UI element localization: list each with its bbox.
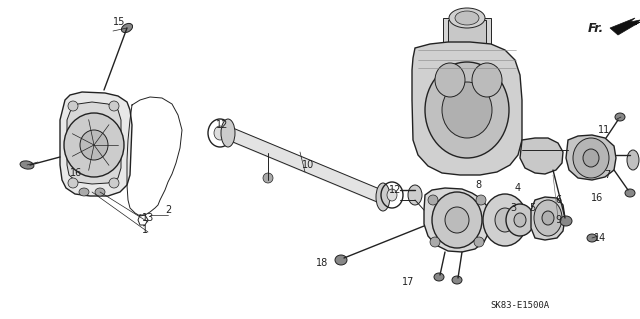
- Ellipse shape: [109, 178, 119, 188]
- Text: 5: 5: [529, 203, 535, 213]
- Ellipse shape: [542, 211, 554, 225]
- Ellipse shape: [514, 213, 526, 227]
- Text: 12: 12: [389, 185, 401, 195]
- Ellipse shape: [425, 62, 509, 158]
- Text: 18: 18: [316, 258, 328, 268]
- Ellipse shape: [506, 204, 534, 236]
- Ellipse shape: [495, 208, 515, 232]
- Text: 7: 7: [604, 170, 610, 180]
- Text: 11: 11: [598, 125, 610, 135]
- Text: 6: 6: [555, 195, 561, 205]
- Ellipse shape: [122, 23, 132, 33]
- Text: 17: 17: [402, 277, 414, 287]
- Ellipse shape: [387, 189, 397, 201]
- Ellipse shape: [627, 150, 639, 170]
- Ellipse shape: [587, 234, 597, 242]
- Ellipse shape: [221, 119, 235, 147]
- Ellipse shape: [474, 237, 484, 247]
- Ellipse shape: [263, 173, 273, 183]
- Ellipse shape: [376, 183, 390, 211]
- Ellipse shape: [64, 113, 124, 177]
- Text: 10: 10: [302, 160, 314, 170]
- Ellipse shape: [472, 63, 502, 97]
- Ellipse shape: [483, 194, 527, 246]
- Text: Fr.: Fr.: [588, 21, 604, 34]
- Polygon shape: [412, 42, 522, 175]
- Ellipse shape: [625, 189, 635, 197]
- Ellipse shape: [435, 63, 465, 97]
- Ellipse shape: [583, 149, 599, 167]
- Ellipse shape: [408, 185, 422, 205]
- Ellipse shape: [449, 8, 485, 28]
- Ellipse shape: [455, 11, 479, 25]
- Text: 9: 9: [555, 215, 561, 225]
- Text: SK83-E1500A: SK83-E1500A: [490, 300, 549, 309]
- Polygon shape: [520, 138, 563, 174]
- Ellipse shape: [442, 82, 492, 138]
- Text: 3: 3: [510, 203, 516, 213]
- Polygon shape: [566, 135, 616, 180]
- Text: 12: 12: [216, 120, 228, 130]
- Ellipse shape: [430, 237, 440, 247]
- Ellipse shape: [534, 200, 562, 236]
- Ellipse shape: [68, 101, 78, 111]
- Text: 16: 16: [70, 168, 82, 178]
- Text: 4: 4: [515, 183, 521, 193]
- Ellipse shape: [452, 276, 462, 284]
- Text: 15: 15: [113, 17, 125, 27]
- Ellipse shape: [476, 195, 486, 205]
- Ellipse shape: [95, 188, 105, 196]
- Ellipse shape: [109, 101, 119, 111]
- Ellipse shape: [560, 216, 572, 226]
- Text: 8: 8: [475, 180, 481, 190]
- Text: 16: 16: [591, 193, 603, 203]
- Ellipse shape: [445, 207, 469, 233]
- Bar: [448, 20, 486, 45]
- Polygon shape: [424, 188, 490, 252]
- Text: 13: 13: [142, 213, 154, 223]
- Polygon shape: [60, 92, 132, 196]
- Text: 1: 1: [142, 225, 148, 235]
- Polygon shape: [531, 197, 565, 240]
- Polygon shape: [67, 102, 121, 184]
- Ellipse shape: [428, 195, 438, 205]
- Ellipse shape: [615, 113, 625, 121]
- Ellipse shape: [80, 130, 108, 160]
- Text: 14: 14: [594, 233, 606, 243]
- Ellipse shape: [432, 192, 482, 248]
- Bar: [443, 18, 491, 48]
- Ellipse shape: [434, 273, 444, 281]
- Ellipse shape: [68, 178, 78, 188]
- Ellipse shape: [573, 138, 609, 178]
- Ellipse shape: [335, 255, 347, 265]
- Ellipse shape: [79, 188, 89, 196]
- Text: 2: 2: [165, 205, 171, 215]
- Ellipse shape: [214, 126, 226, 140]
- Ellipse shape: [20, 161, 34, 169]
- Polygon shape: [610, 18, 640, 35]
